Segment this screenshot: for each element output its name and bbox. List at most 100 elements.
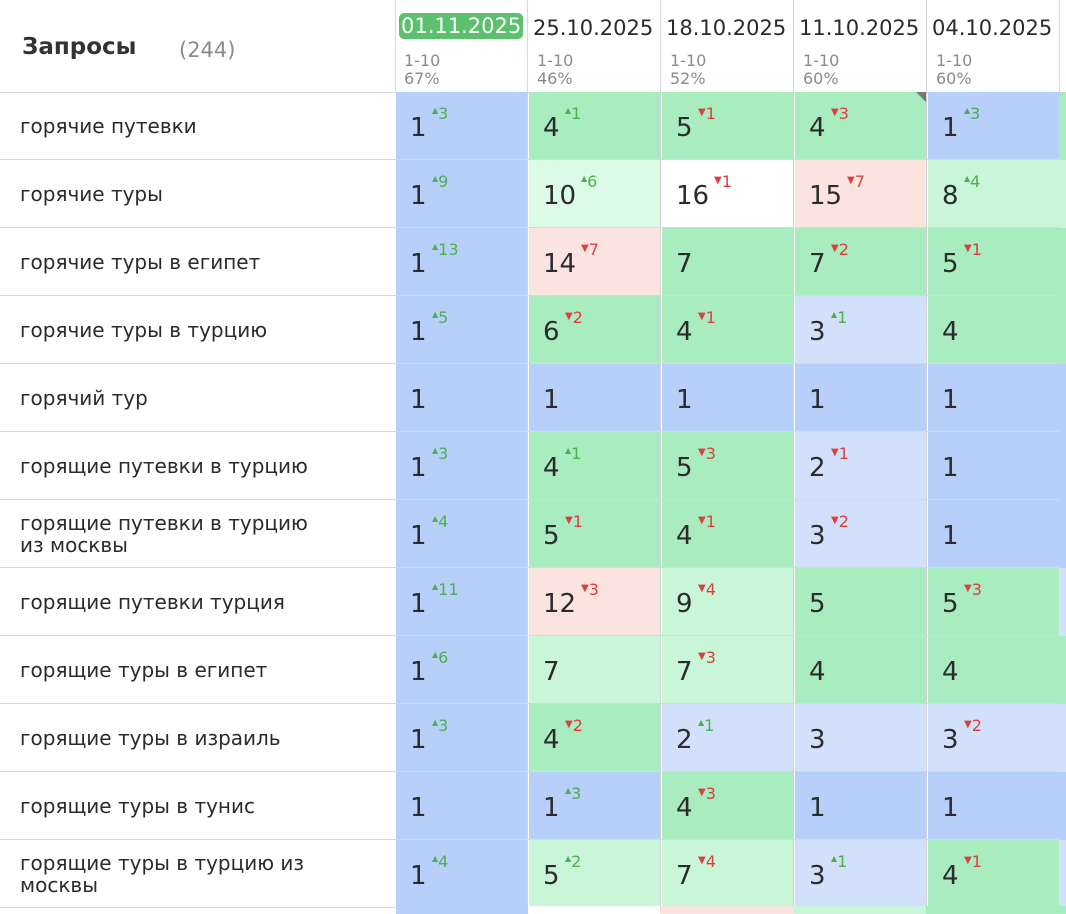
position-cell[interactable]: 3 ▲1 <box>795 840 927 907</box>
date-column-header[interactable]: 04.10.2025 1-10 60% <box>928 0 1060 92</box>
position-cell[interactable]: 4 <box>928 296 1060 363</box>
position-cell[interactable]: 5 ▼1 <box>662 92 794 159</box>
position-value: 4 <box>809 113 826 143</box>
position-cell[interactable]: 4 <box>795 636 927 703</box>
position-cell[interactable]: 1 <box>928 500 1060 567</box>
position-cell[interactable]: 1 <box>662 364 794 431</box>
position-cell[interactable]: 1 <box>795 364 927 431</box>
position-cell[interactable]: 4 ▼1 <box>662 500 794 567</box>
position-cell[interactable]: 3 <box>795 704 927 771</box>
position-cell[interactable]: 4 ▼3 <box>795 92 927 159</box>
query-text[interactable]: горящие путевки турция <box>20 590 285 614</box>
position-cell[interactable]: 4 ▼3 <box>662 772 794 839</box>
arrow-down-icon: ▼ <box>698 311 706 322</box>
position-cell[interactable]: 1 ▲5 <box>396 296 528 363</box>
position-cell[interactable]: 5 ▲2 <box>529 840 661 907</box>
position-cell[interactable]: 4 ▲1 <box>529 92 661 159</box>
date-column-header[interactable]: 18.10.2025 1-10 52% <box>662 0 794 92</box>
query-text[interactable]: горящие туры в израиль <box>20 726 281 750</box>
position-cell[interactable]: 9 ▼4 <box>662 568 794 635</box>
query-text[interactable]: горящие туры в египет <box>20 658 268 682</box>
delta-value: 13 <box>438 240 459 259</box>
position-cell[interactable]: 4 ▲1 <box>529 432 661 499</box>
position-cell[interactable]: 1 <box>928 432 1060 499</box>
position-cell[interactable]: 1 <box>795 772 927 839</box>
date-label[interactable]: 11.10.2025 <box>799 16 920 40</box>
position-cell[interactable]: 4 ▼2 <box>529 704 661 771</box>
position-cell[interactable]: 1 ▲3 <box>529 772 661 839</box>
query-text[interactable]: горячий тур <box>20 386 148 410</box>
date-column-header[interactable]: 01.11.2025 1-10 67% <box>396 0 528 92</box>
position-cell[interactable]: 3 ▼2 <box>795 500 927 567</box>
position-cell[interactable]: 1 <box>928 364 1060 431</box>
position-cell[interactable]: 1 <box>396 772 528 839</box>
position-cell[interactable]: 1 ▲3 <box>396 432 528 499</box>
position-cell[interactable]: 16 ▼1 <box>662 160 794 227</box>
query-text[interactable]: горящие путевки в турцию <box>20 454 308 478</box>
position-cell[interactable]: 7 <box>529 636 661 703</box>
position-cell[interactable]: 7 ▼3 <box>662 636 794 703</box>
position-cell[interactable]: 14 ▼7 <box>529 228 661 295</box>
position-cell[interactable]: 1 <box>529 364 661 431</box>
date-label[interactable]: 04.10.2025 <box>932 16 1053 40</box>
arrow-up-icon: ▲ <box>432 718 439 727</box>
next-column-peek <box>1059 772 1066 840</box>
position-cell[interactable]: 7 ▼4 <box>662 840 794 907</box>
position-cell[interactable]: 5 ▼1 <box>529 500 661 567</box>
position-cell[interactable]: 5 ▼3 <box>928 568 1060 635</box>
position-cell[interactable]: 1 ▲6 <box>396 636 528 703</box>
delta-value: 3 <box>705 784 716 803</box>
date-label-active[interactable]: 01.11.2025 <box>399 13 524 39</box>
position-cell[interactable]: 1 ▲4 <box>396 500 528 567</box>
position-cell[interactable]: 2 ▲1 <box>662 704 794 771</box>
query-text[interactable]: горячие туры в египет <box>20 250 261 274</box>
position-cell[interactable]: 5 ▼3 <box>662 432 794 499</box>
position-cell[interactable]: 5 ▼1 <box>928 228 1060 295</box>
position-cell[interactable]: 1 <box>928 772 1060 839</box>
position-cell[interactable]: 7 <box>662 228 794 295</box>
query-text[interactable]: горящие путевки в турцию из москвы <box>20 511 308 557</box>
position-cell[interactable]: 4 ▼1 <box>928 840 1060 907</box>
position-cell[interactable]: 1 ▲9 <box>396 160 528 227</box>
position-cell[interactable]: 1 ▲11 <box>396 568 528 635</box>
position-cell[interactable]: 3 ▲1 <box>795 296 927 363</box>
position-cell[interactable]: 2 ▼1 <box>795 432 927 499</box>
position-cell[interactable]: 1 ▲3 <box>396 92 528 159</box>
position-value: 7 <box>809 249 826 279</box>
next-column-peek <box>1059 160 1066 228</box>
position-cell[interactable]: 7 ▼2 <box>795 228 927 295</box>
position-value: 10 <box>543 181 577 211</box>
position-value: 1 <box>410 249 427 279</box>
position-cell[interactable]: 1 ▲4 <box>396 840 528 907</box>
query-text[interactable]: горячие туры <box>20 182 163 206</box>
date-column-header[interactable]: 25.10.2025 1-10 46% <box>529 0 661 92</box>
position-cell[interactable]: 1 ▲3 <box>928 92 1060 159</box>
position-cell[interactable]: 5 <box>795 568 927 635</box>
date-column-header[interactable]: 11.10.2025 1-10 60% <box>795 0 927 92</box>
query-text[interactable]: горячие туры в турцию <box>20 318 268 342</box>
date-label[interactable]: 18.10.2025 <box>666 16 787 40</box>
position-cell[interactable]: 10 ▲6 <box>529 160 661 227</box>
position-cell[interactable]: 1 <box>396 364 528 431</box>
position-cell[interactable]: 3 ▼2 <box>928 704 1060 771</box>
position-cell[interactable]: 6 ▼2 <box>529 296 661 363</box>
position-cell[interactable]: 15 ▼7 <box>795 160 927 227</box>
date-label[interactable]: 25.10.2025 <box>533 16 654 40</box>
position-cell[interactable]: 1 ▲13 <box>396 228 528 295</box>
delta-value: 2 <box>838 240 849 259</box>
query-text[interactable]: горящие туры в турцию из москвы <box>20 851 305 897</box>
delta-value: 1 <box>705 104 716 123</box>
position-cell[interactable]: 1 ▲3 <box>396 704 528 771</box>
query-text[interactable]: горящие туры в тунис <box>20 794 255 818</box>
position-value: 14 <box>543 249 577 279</box>
position-cell[interactable]: 8 ▲4 <box>928 160 1060 227</box>
query-text[interactable]: горячие путевки <box>20 114 197 138</box>
position-cell[interactable]: 4 ▼1 <box>662 296 794 363</box>
position-value: 9 <box>676 589 693 619</box>
arrow-up-icon: ▲ <box>432 514 439 523</box>
position-cell[interactable]: 4 <box>928 636 1060 703</box>
position-up-delta: ▲3 <box>432 716 448 735</box>
queries-count: (244) <box>179 38 236 62</box>
table-row: горящие туры в тунис 1 1 ▲3 4 ▼3 1 1 <box>0 772 1066 840</box>
position-cell[interactable]: 12 ▼3 <box>529 568 661 635</box>
